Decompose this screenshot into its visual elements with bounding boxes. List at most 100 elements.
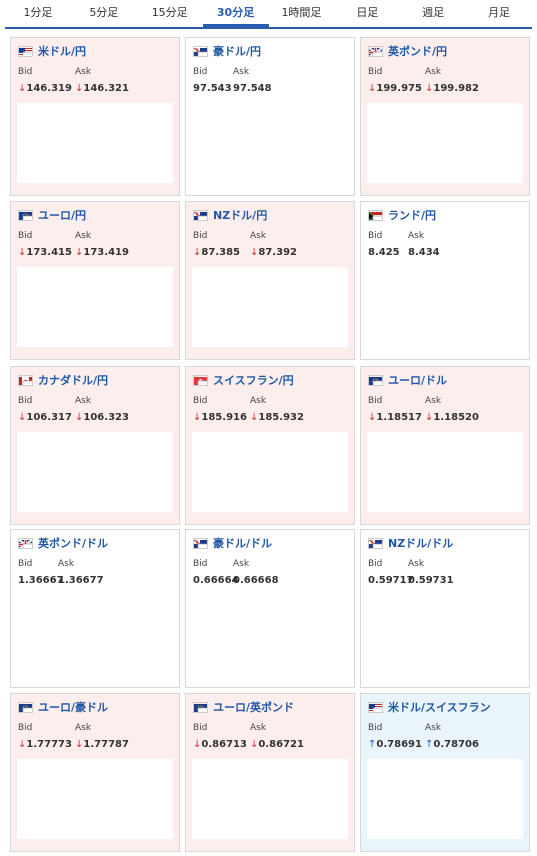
price-chart[interactable] xyxy=(17,759,173,839)
ask-value-text: 1.36677 xyxy=(58,575,104,586)
ask-label: Ask xyxy=(75,723,92,733)
price-chart[interactable] xyxy=(367,759,523,839)
chart-svg xyxy=(192,267,348,347)
pair-title[interactable]: 200199.8199.614:3020:302:30 英ポンド/円 xyxy=(368,43,447,59)
price-chart[interactable] xyxy=(192,595,348,675)
price-chart[interactable] xyxy=(192,267,348,347)
down-arrow-icon: ↓ xyxy=(425,83,434,94)
flag-icon: 200199.8199.614:3020:302:30 xyxy=(368,45,383,57)
price-chart[interactable] xyxy=(192,759,348,839)
down-arrow-icon: ↓ xyxy=(425,412,434,423)
ask-label: Ask xyxy=(408,559,425,569)
pair-title[interactable]: 1.7781.7761.7741.77214:3020:302:30 ユーロ/豪ド… xyxy=(18,699,108,715)
bid-value-text: 173.415 xyxy=(26,247,72,258)
pair-title[interactable]: 97.897.614:3020:302:30 豪ドル/円 xyxy=(193,43,261,59)
tab-2[interactable]: 5分足 xyxy=(89,6,119,19)
ask-value: ↓87.392 xyxy=(250,247,297,258)
price-chart[interactable] xyxy=(367,103,523,183)
pair-title[interactable]: 87.687.587.414:3020:302:30 NZドル/円 xyxy=(193,207,267,223)
tab-7[interactable]: 週足 xyxy=(422,6,445,19)
pair-title[interactable]: 0.8690.8680.86714:3020:302:30 ユーロ/英ポンド xyxy=(193,699,294,715)
currency-card[interactable]: 186.218614:3020:302:30スイスフラン/円BidAsk↓185… xyxy=(185,366,355,525)
pair-name: ユーロ/豪ドル xyxy=(38,701,109,714)
ask-value: 0.59731 xyxy=(408,575,454,586)
price-chart[interactable] xyxy=(367,432,523,512)
ask-label: Ask xyxy=(425,396,442,406)
ask-value-text: 185.932 xyxy=(258,412,304,423)
currency-card[interactable]: 97.897.614:3020:302:30豪ドル/円 Bid Ask97.5439… xyxy=(185,37,355,196)
price-chart[interactable] xyxy=(17,432,173,512)
ask-label: Ask xyxy=(75,231,92,241)
ask-value-text: 1.77787 xyxy=(83,739,129,750)
chart-frame xyxy=(372,380,382,385)
currency-card[interactable]: 0.6680.66714:3020:302:30 豪ドル/ドル Bid Ask 0.66… xyxy=(185,529,355,688)
currency-card[interactable]: 200199.8199.614:3020:302:30英ポンド/円BidAsk↓… xyxy=(360,37,530,196)
pair-title[interactable]: 0.6680.66714:3020:302:30 豪ドル/ドル xyxy=(193,535,272,551)
pair-name: NZドル/ドル xyxy=(388,537,454,550)
tab-1[interactable]: 1分足 xyxy=(23,6,53,19)
currency-card[interactable]: 0.59850.5980.59750.59714:3020:302:30 NZドル… xyxy=(360,529,530,688)
flag-icon: 8.448.4214:3020:302:30 xyxy=(368,209,383,221)
ask-value-text: 1.18520 xyxy=(433,412,479,423)
tab-3[interactable]: 15分足 xyxy=(151,6,188,19)
flag-icon: 87.687.587.414:3020:302:30 xyxy=(193,209,208,221)
ask-value-text: 97.548 xyxy=(233,83,272,94)
bid-value: ↓0.86713 xyxy=(193,739,247,750)
tab-8[interactable]: 月足 xyxy=(488,6,511,19)
chart-frame xyxy=(22,51,32,56)
up-arrow-icon: ↑ xyxy=(425,739,434,750)
ask-value-text: 106.323 xyxy=(83,412,129,423)
currency-card[interactable]: 0.8690.8680.86714:3020:302:30 ユーロ/英ポンド Bid… xyxy=(185,693,355,852)
bid-value-text: 0.78691 xyxy=(376,739,422,750)
pair-title[interactable]: 106.6106.414:3020:302:30 カナダドル/円 xyxy=(18,372,108,388)
currency-card[interactable]: 87.687.587.414:3020:302:30NZドル/円BidAsk↓8… xyxy=(185,201,355,360)
flag-icon: 0.78750.7870.78650.78614:3020:302:30 xyxy=(368,701,383,713)
ask-value: ↓1.77787 xyxy=(75,739,129,750)
chart-frame xyxy=(372,707,382,712)
ask-label: Ask xyxy=(408,231,425,241)
currency-card[interactable]: 106.6106.414:3020:302:30カナダドル/円BidAsk↓10… xyxy=(10,366,180,525)
tab-4[interactable]: 30分足 xyxy=(202,0,269,27)
pair-title[interactable]: 8.448.4214:3020:302:30 ランド/円 xyxy=(368,207,436,223)
currency-card[interactable]: 1.1861.1851.18414:3020:302:30 ユーロ/ドル Bid As… xyxy=(360,366,530,525)
pair-title[interactable]: 0.59850.5980.59750.59714:3020:302:30 NZドル… xyxy=(368,535,453,551)
pair-name: 豪ドル/円 xyxy=(213,45,262,58)
pair-title[interactable]: 0.78750.7870.78650.78614:3020:302:30 米ドル/… xyxy=(368,699,491,715)
tab-5[interactable]: 1時間足 xyxy=(281,6,322,19)
price-chart[interactable] xyxy=(17,267,173,347)
chart-frame xyxy=(197,51,207,56)
currency-card[interactable]: 173.6173.4173.214:3020:302:30 ユーロ/円 Bid Ask… xyxy=(10,201,180,360)
chart-frame xyxy=(22,215,32,220)
currency-card[interactable]: 0.78750.7870.78650.78614:3020:302:30 米ドル/… xyxy=(360,693,530,852)
currency-card[interactable]: 1.7781.7761.7741.77214:3020:302:30 ユーロ/豪ド… xyxy=(10,693,180,852)
tab-6[interactable]: 日足 xyxy=(356,6,379,19)
price-chart[interactable] xyxy=(192,432,348,512)
pair-title[interactable]: 1.3671.3661.3651.3641.36314:3020:302:30 英… xyxy=(18,535,108,551)
bid-label: Bid xyxy=(193,67,208,77)
pair-title[interactable]: 146.6146.4146.214:3020:302:30 米ドル/円 xyxy=(18,43,86,59)
bid-label: Bid xyxy=(193,559,208,569)
flag-icon: 1.3671.3661.3651.3641.36314:3020:302:30 xyxy=(18,537,33,549)
price-chart[interactable] xyxy=(367,267,523,347)
bid-label: Bid xyxy=(18,396,33,406)
pair-title[interactable]: 173.6173.4173.214:3020:302:30 ユーロ/円 xyxy=(18,207,86,223)
flag-icon: 186.218614:3020:302:30 xyxy=(193,374,208,386)
pair-title[interactable]: 186.218614:3020:302:30 スイスフラン/円 xyxy=(193,372,294,388)
pair-name: ユーロ/ドル xyxy=(388,374,448,387)
bid-value-text: 199.975 xyxy=(376,83,422,94)
price-chart[interactable] xyxy=(17,103,173,183)
currency-card[interactable]: 8.448.4214:3020:302:30 ランド/円 Bid Ask 8.425 8.… xyxy=(360,201,530,360)
ask-value-text: 0.78706 xyxy=(433,739,479,750)
price-chart[interactable] xyxy=(367,595,523,675)
ask-label: Ask xyxy=(233,67,250,77)
chart-svg xyxy=(17,595,173,675)
price-chart[interactable] xyxy=(192,103,348,183)
price-chart[interactable] xyxy=(17,595,173,675)
bid-label: Bid xyxy=(18,67,33,77)
bid-value-text: 97.543 xyxy=(193,83,232,94)
pair-title[interactable]: 1.1861.1851.18414:3020:302:30 ユーロ/ドル xyxy=(368,372,447,388)
currency-card[interactable]: 146.6146.4146.214:3020:302:30 米ドル/円 Bid Ask… xyxy=(10,37,180,196)
flag-icon: 1.7781.7761.7741.77214:3020:302:30 xyxy=(18,701,33,713)
currency-card[interactable]: 1.3671.3661.3651.3641.36314:3020:302:30 英… xyxy=(10,529,180,688)
ask-value: 97.548 xyxy=(233,83,272,94)
